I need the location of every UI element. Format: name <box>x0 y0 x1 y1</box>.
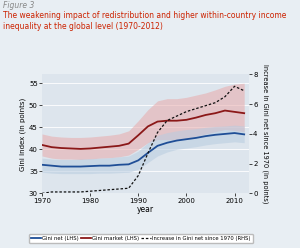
Text: Figure 3: Figure 3 <box>3 1 34 10</box>
Text: The weakening impact of redistribution and higher within-country income
inequali: The weakening impact of redistribution a… <box>3 11 286 31</box>
Legend: Gini net (LHS), Gini market (LHS), Increase in Gini net since 1970 (RHS): Gini net (LHS), Gini market (LHS), Incre… <box>29 234 253 243</box>
Y-axis label: Gini index (in points): Gini index (in points) <box>20 97 26 171</box>
Y-axis label: Increase in Gini net since 1970 (in points): Increase in Gini net since 1970 (in poin… <box>262 64 268 204</box>
X-axis label: year: year <box>137 205 154 214</box>
